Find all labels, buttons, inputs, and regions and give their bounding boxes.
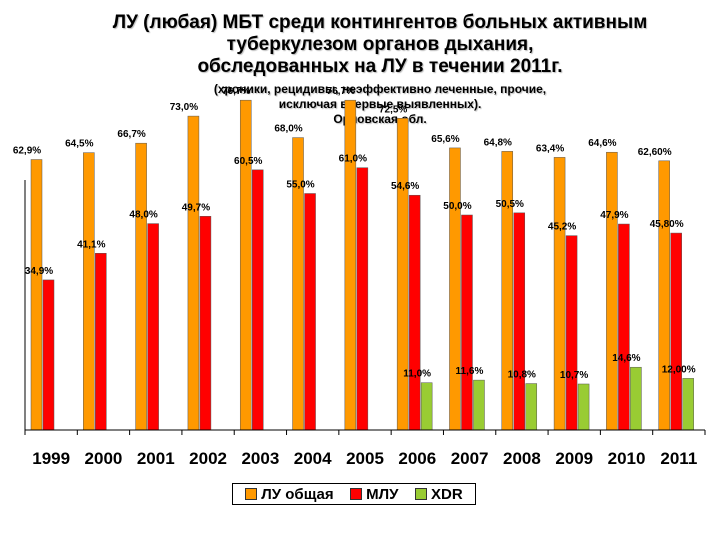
x-tick-label-2005: 2005 [346, 449, 384, 468]
legend-swatch-mlu [350, 488, 363, 500]
bar-xdr-2006 [420, 382, 433, 431]
bar-mlu-2008 [513, 212, 526, 431]
chart-subtitle-line-2: исключая впервые выявленных). [278, 97, 482, 111]
x-tick-label-2009: 2009 [555, 449, 593, 468]
bar-lu-2005 [344, 99, 357, 431]
bar-lu-2007 [449, 147, 461, 431]
bar-mlu-2002 [199, 216, 212, 431]
bar-mlu-2005 [356, 167, 369, 431]
data-label-lu-2008: 64,8% [484, 137, 512, 148]
chart-title-line-2: туберкулезом органов дыхания, [226, 34, 534, 55]
bar-mlu-2003 [251, 169, 264, 431]
x-tick-label-2008: 2008 [503, 449, 541, 468]
legend-label-lu: ЛУ общая [261, 485, 334, 503]
x-tick-label-2007: 2007 [451, 449, 489, 468]
data-label-mlu-2004: 55,0% [286, 180, 314, 191]
bar-lu-2001 [135, 142, 147, 431]
bar-lu-2000 [83, 152, 95, 431]
data-label-lu-2010: 64,6% [588, 138, 616, 149]
bar-lu-2009 [553, 157, 566, 431]
data-label-lu-2002: 73,0% [170, 102, 198, 113]
data-label-mlu-1999: 34,9% [25, 266, 53, 277]
data-label-mlu-2009: 45,2% [548, 222, 576, 233]
data-label-xdr-2007: 11,6% [456, 366, 484, 377]
chart-subtitle-line-1: (хроники, рецидивы, неэффективно леченны… [213, 82, 547, 96]
legend-label-mlu: МЛУ [366, 485, 399, 503]
x-tick-label-2000: 2000 [85, 449, 123, 468]
bar-mlu-2006 [408, 194, 421, 431]
bar-lu-2011 [658, 160, 670, 431]
title-block: ЛУ (любая) МБТ среди контингентов больны… [80, 12, 680, 127]
data-label-mlu-2010: 47,9% [600, 210, 628, 221]
x-tick-label-2010: 2010 [608, 449, 646, 468]
bar-chart: 62,9% 64,5% 66,7% 73,0% 76,7% 68,0% 76,7% 72,5%… [13, 86, 706, 468]
data-label-lu-2001: 66,7% [117, 129, 145, 140]
legend-swatch-lu [245, 488, 258, 500]
x-tick-label-2003: 2003 [241, 449, 279, 468]
x-tick-label-1999: 1999 [32, 449, 70, 468]
bar-xdr-2009 [577, 383, 590, 431]
data-label-xdr-2009: 10,7% [560, 370, 588, 381]
bar-mlu-2011 [670, 232, 682, 431]
bar-mlu-2010 [618, 223, 630, 431]
data-label-lu-2011: 62,60% [638, 147, 672, 158]
data-label-xdr-2006: 11,0% [403, 369, 431, 380]
data-label-lu-2009: 63,4% [536, 143, 564, 154]
legend-label-xdr: XDR [431, 485, 463, 503]
bar-mlu-2007 [461, 214, 473, 431]
data-label-lu-1999: 62,9% [13, 146, 41, 157]
legend-item-xdr: XDR [415, 486, 463, 503]
bar-lu-1999 [30, 159, 43, 431]
data-label-mlu-2008: 50,5% [496, 199, 524, 210]
data-label-xdr-2008: 10,8% [508, 370, 536, 381]
x-tick-label-2006: 2006 [398, 449, 436, 468]
chart-title-line-1: ЛУ (любая) МБТ среди контингентов больны… [112, 12, 648, 33]
chart-title-line-3: обследованных на ЛУ в течении 2011г. [197, 56, 563, 77]
x-tick-label-2001: 2001 [137, 449, 175, 468]
data-label-lu-2007: 65,6% [431, 134, 459, 145]
bar-xdr-2007 [473, 379, 485, 431]
legend-item-lu: ЛУ общая [245, 485, 334, 503]
data-label-mlu-2000: 41,1% [77, 239, 105, 250]
bar-lu-2003 [239, 99, 252, 431]
x-tick-label-2002: 2002 [189, 449, 227, 468]
bar-mlu-2004 [304, 193, 316, 431]
data-label-xdr-2011: 12,00% [662, 364, 696, 375]
data-label-lu-2003: 76,7% [222, 86, 250, 97]
bar-mlu-2001 [147, 223, 159, 431]
bar-lu-2006 [396, 118, 409, 431]
data-label-mlu-2007: 50,0% [443, 201, 471, 212]
data-label-lu-2000: 64,5% [65, 139, 93, 150]
bar-lu-2002 [187, 115, 200, 431]
bar-lu-2008 [501, 151, 514, 431]
data-label-mlu-2011: 45,80% [650, 219, 684, 230]
bar-mlu-2009 [565, 235, 578, 431]
data-label-lu-2006: 72,5% [379, 104, 407, 115]
data-label-mlu-2001: 48,0% [129, 210, 157, 221]
data-label-mlu-2006: 54,6% [391, 181, 419, 192]
data-label-lu-2004: 68,0% [274, 124, 302, 135]
legend-swatch-xdr [415, 488, 428, 500]
x-tick-label-2004: 2004 [294, 449, 332, 468]
data-label-xdr-2010: 14,6% [612, 353, 640, 364]
data-label-lu-2005: 76,7% [327, 86, 355, 97]
data-label-mlu-2003: 60,5% [234, 156, 262, 167]
legend: ЛУ общая МЛУ XDR [232, 483, 476, 505]
bar-mlu-2000 [95, 253, 107, 431]
x-tick-label-2011: 2011 [660, 449, 697, 468]
bar-lu-2010 [606, 151, 618, 431]
bar-mlu-1999 [42, 279, 55, 431]
bar-xdr-2010 [630, 366, 642, 431]
legend-item-mlu: МЛУ [350, 485, 399, 503]
bar-xdr-2011 [682, 378, 694, 431]
data-label-mlu-2005: 61,0% [339, 154, 367, 165]
bar-xdr-2008 [525, 383, 538, 431]
data-label-mlu-2002: 49,7% [182, 202, 210, 213]
